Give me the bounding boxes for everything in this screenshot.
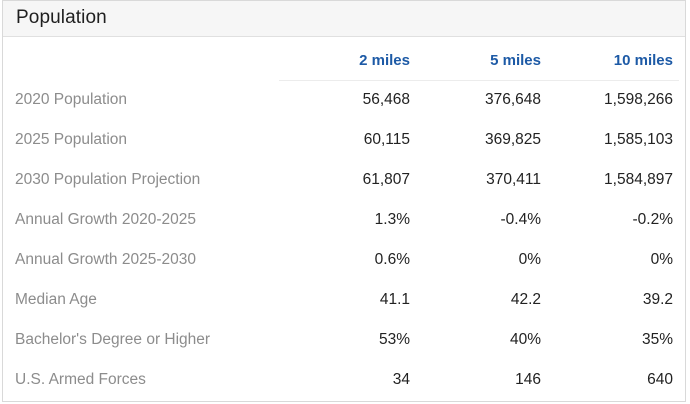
cell-10-miles: 0% xyxy=(650,251,673,268)
cell-5-miles: 42.2 xyxy=(510,291,541,308)
row-label: Annual Growth 2025-2030 xyxy=(15,251,196,268)
table-row: Median Age 41.1 42.2 39.2 xyxy=(3,281,685,321)
cell-10-miles: 640 xyxy=(647,371,673,388)
cell-2-miles: 0.6% xyxy=(374,251,410,268)
column-header-2-miles: 2 miles xyxy=(359,52,410,69)
cell-5-miles: 369,825 xyxy=(484,131,541,148)
cell-5-miles: -0.4% xyxy=(500,211,542,228)
column-header-10-miles: 10 miles xyxy=(613,52,673,69)
cell-5-miles: 40% xyxy=(509,331,541,348)
cell-5-miles: 370,411 xyxy=(486,171,541,188)
cell-2-miles: 41.1 xyxy=(379,291,410,308)
cell-2-miles: 1.3% xyxy=(374,211,410,228)
cell-5-miles: 0% xyxy=(518,251,541,268)
cell-2-miles: 61,807 xyxy=(362,171,410,188)
column-header-row: 2 miles 5 miles 10 miles xyxy=(3,37,685,81)
row-label: Median Age xyxy=(15,291,97,308)
cell-10-miles: -0.2% xyxy=(632,211,674,228)
panel-header: Population xyxy=(3,1,685,37)
panel-title: Population xyxy=(16,7,107,28)
table-row: 2020 Population 56,468 376,648 1,598,266 xyxy=(3,81,685,121)
cell-10-miles: 1,584,897 xyxy=(604,171,673,188)
cell-10-miles: 1,598,266 xyxy=(604,91,673,108)
table-row: Bachelor's Degree or Higher 53% 40% 35% xyxy=(3,321,685,361)
table-row: Annual Growth 2020-2025 1.3% -0.4% -0.2% xyxy=(3,201,685,241)
row-label: U.S. Armed Forces xyxy=(15,371,146,388)
table-row: 2025 Population 60,115 369,825 1,585,103 xyxy=(3,121,685,161)
cell-2-miles: 34 xyxy=(392,371,410,388)
cell-10-miles: 35% xyxy=(641,331,673,348)
cell-5-miles: 376,648 xyxy=(484,91,541,108)
table-row: Annual Growth 2025-2030 0.6% 0% 0% xyxy=(3,241,685,281)
cell-2-miles: 56,468 xyxy=(362,91,410,108)
table-row: 2030 Population Projection 61,807 370,41… xyxy=(3,161,685,201)
table-row: U.S. Armed Forces 34 146 640 xyxy=(3,361,685,401)
cell-5-miles: 146 xyxy=(515,371,541,388)
cell-2-miles: 53% xyxy=(378,331,410,348)
cell-2-miles: 60,115 xyxy=(363,131,410,148)
cell-10-miles: 39.2 xyxy=(642,291,673,308)
cell-10-miles: 1,585,103 xyxy=(604,131,673,148)
row-label: 2030 Population Projection xyxy=(15,171,201,188)
column-header-5-miles: 5 miles xyxy=(490,52,541,69)
header-divider xyxy=(279,80,679,81)
row-label: 2020 Population xyxy=(15,91,128,108)
row-label: 2025 Population xyxy=(15,131,128,148)
row-label: Bachelor's Degree or Higher xyxy=(15,331,211,348)
row-label: Annual Growth 2020-2025 xyxy=(15,211,196,228)
